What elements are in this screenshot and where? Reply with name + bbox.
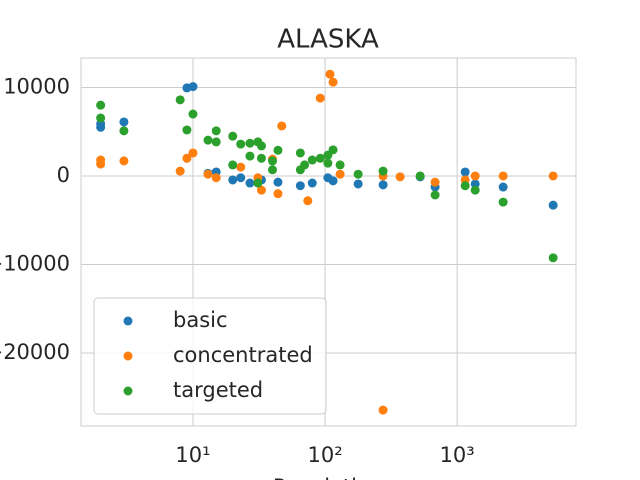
y-tick-label: −10000: [0, 251, 70, 275]
point: [548, 171, 558, 181]
legend-marker: [123, 316, 133, 326]
legend-marker: [123, 386, 133, 396]
point: [498, 197, 508, 207]
point: [460, 167, 470, 177]
x-tick-label: 10¹: [175, 443, 210, 467]
point: [325, 69, 335, 79]
point: [211, 173, 221, 183]
point: [228, 175, 238, 185]
point: [335, 169, 345, 179]
point: [378, 180, 388, 190]
point: [353, 179, 363, 189]
point: [182, 125, 192, 135]
point: [119, 156, 129, 166]
point: [470, 179, 480, 189]
point: [188, 148, 198, 158]
point: [245, 178, 255, 188]
point: [498, 171, 508, 181]
legend-label: concentrated: [173, 343, 313, 367]
point: [236, 162, 246, 172]
point: [203, 135, 213, 145]
legend-marker: [123, 351, 133, 361]
legend: basic concentrated targeted: [93, 297, 327, 415]
point: [175, 95, 185, 105]
point: [470, 171, 480, 181]
point: [203, 169, 213, 179]
point: [378, 405, 388, 415]
x-tick-label: 10²: [307, 443, 342, 467]
point: [267, 165, 277, 175]
point: [303, 196, 313, 206]
point: [295, 165, 305, 175]
point: [119, 126, 129, 136]
point: [353, 169, 363, 179]
legend-box: [93, 297, 327, 415]
point: [211, 126, 221, 136]
point: [378, 166, 388, 176]
point: [256, 153, 266, 163]
y-tick-label: −20000: [0, 340, 70, 364]
point: [315, 153, 325, 163]
point: [188, 82, 198, 92]
y-tick-label: 0: [57, 163, 70, 187]
point: [228, 131, 238, 141]
point: [307, 178, 317, 188]
point: [188, 109, 198, 119]
point: [328, 77, 338, 87]
point: [236, 173, 246, 183]
point: [498, 182, 508, 192]
point: [548, 253, 558, 263]
chart-title: ALASKA: [277, 25, 379, 55]
point: [323, 158, 333, 168]
point: [253, 178, 263, 188]
point: [548, 200, 558, 210]
point: [395, 172, 405, 182]
point: [460, 181, 470, 191]
point: [236, 139, 246, 149]
point: [273, 189, 283, 199]
y-tick-label: 10000: [3, 74, 70, 98]
point: [328, 176, 338, 186]
point: [430, 177, 440, 187]
point: [315, 93, 325, 103]
point: [415, 171, 425, 181]
point: [328, 145, 338, 155]
point: [470, 185, 480, 195]
point: [273, 145, 283, 155]
point: [96, 100, 106, 110]
point: [307, 155, 317, 165]
point: [245, 151, 255, 161]
point: [96, 159, 106, 169]
point: [96, 113, 106, 123]
legend-label: targeted: [173, 378, 263, 402]
point: [256, 141, 266, 151]
point: [119, 117, 129, 127]
x-tick-label: 10³: [440, 443, 475, 467]
x-axis-label: Population: [273, 475, 383, 480]
point: [175, 166, 185, 176]
point: [267, 156, 277, 166]
point: [295, 181, 305, 191]
point: [430, 190, 440, 200]
point: [211, 137, 221, 147]
point: [273, 177, 283, 187]
point: [245, 138, 255, 148]
point: [277, 121, 287, 131]
point: [335, 160, 345, 170]
points: [96, 69, 558, 415]
point: [182, 153, 192, 163]
legend-label: basic: [173, 308, 228, 332]
point: [228, 160, 238, 170]
point: [256, 185, 266, 195]
point: [295, 148, 305, 158]
